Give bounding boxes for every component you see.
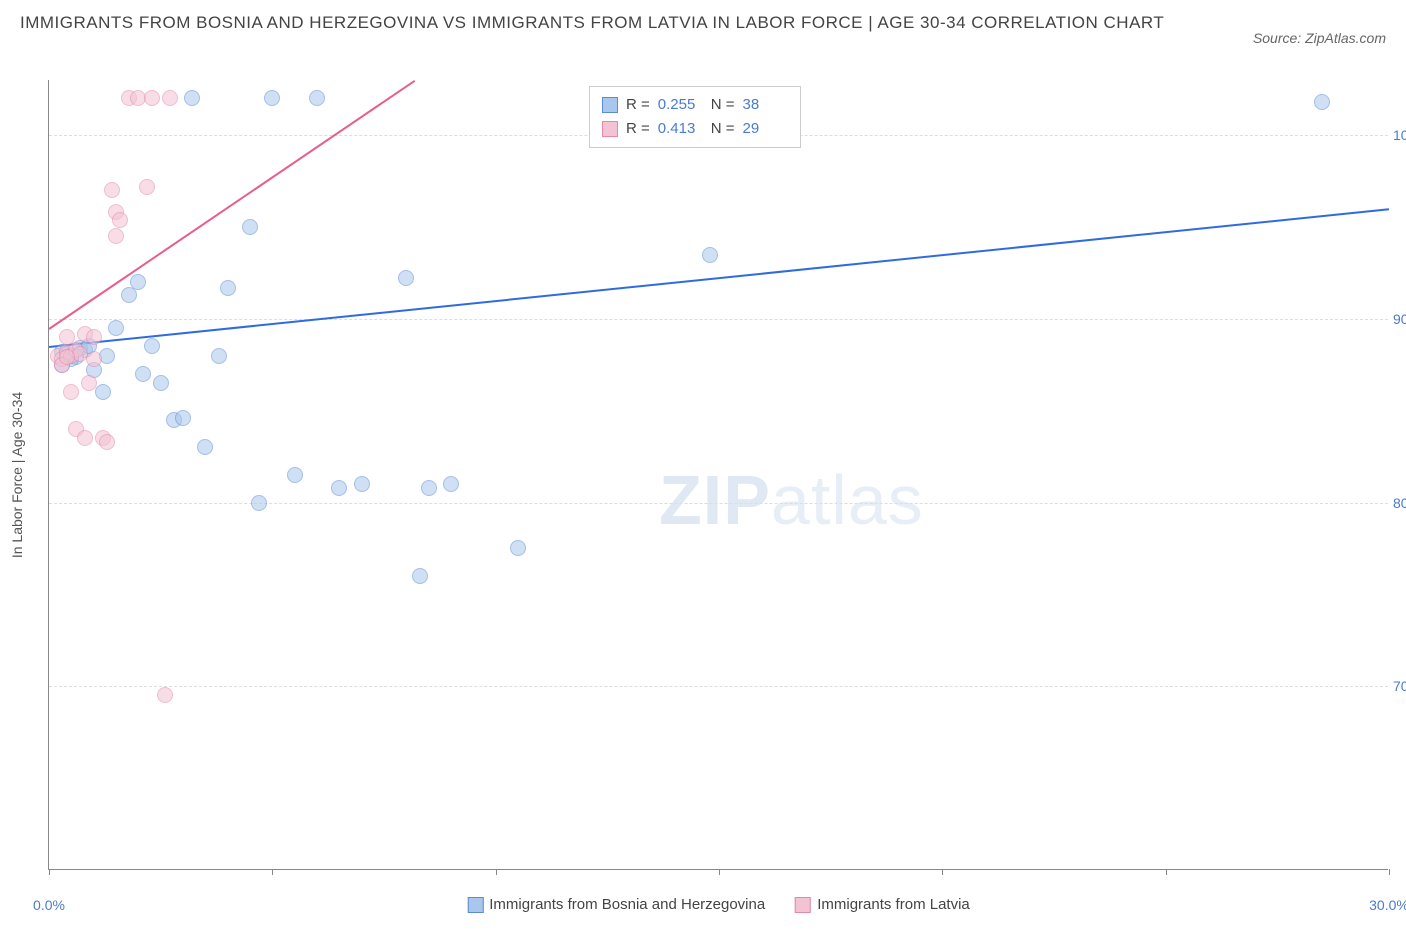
data-point [104,182,120,198]
x-tick [49,869,50,875]
data-point [242,219,258,235]
data-point [59,349,75,365]
data-point [153,375,169,391]
data-point [162,90,178,106]
stats-swatch [602,97,618,113]
stat-r-value: 0.413 [658,117,703,141]
data-point [108,228,124,244]
data-point [443,476,459,492]
x-tick-label: 30.0% [1369,897,1406,913]
source-attribution: Source: ZipAtlas.com [1253,30,1386,46]
data-point [510,540,526,556]
legend-swatch-1 [467,897,483,913]
stats-row: R = 0.413 N = 29 [602,117,788,141]
legend-label-1: Immigrants from Bosnia and Herzegovina [489,896,765,913]
watermark-light: atlas [771,461,924,539]
data-point [81,375,97,391]
x-tick [1166,869,1167,875]
data-point [398,270,414,286]
y-tick-label: 70.0% [1393,678,1406,694]
stat-r-label: R = [626,117,650,141]
data-point [77,430,93,446]
stat-n-label: N = [711,93,735,117]
data-point [197,439,213,455]
data-point [211,348,227,364]
stat-n-label: N = [711,117,735,141]
stat-n-value: 29 [743,117,788,141]
stat-r-value: 0.255 [658,93,703,117]
data-point [1314,94,1330,110]
stat-n-value: 38 [743,93,788,117]
legend-swatch-2 [795,897,811,913]
header-row: IMMIGRANTS FROM BOSNIA AND HERZEGOVINA V… [0,0,1406,46]
data-point [144,90,160,106]
data-point [251,495,267,511]
y-tick-label: 90.0% [1393,311,1406,327]
x-tick [942,869,943,875]
data-point [95,384,111,400]
gridline [49,686,1388,687]
data-point [130,274,146,290]
data-point [59,329,75,345]
data-point [144,338,160,354]
data-point [702,247,718,263]
data-point [412,568,428,584]
stat-r-label: R = [626,93,650,117]
data-point [63,384,79,400]
data-point [264,90,280,106]
stats-swatch [602,121,618,137]
data-point [184,90,200,106]
data-point [86,329,102,345]
data-point [175,410,191,426]
y-tick-label: 80.0% [1393,495,1406,511]
data-point [157,687,173,703]
data-point [331,480,347,496]
legend-item-series1: Immigrants from Bosnia and Herzegovina [467,896,765,913]
data-point [86,351,102,367]
data-point [287,467,303,483]
y-axis-title: In Labor Force | Age 30-34 [9,391,25,557]
legend-item-series2: Immigrants from Latvia [795,896,970,913]
x-tick [719,869,720,875]
y-tick-label: 100.0% [1393,127,1406,143]
data-point [108,320,124,336]
watermark: ZIPatlas [659,460,924,540]
x-tick [496,869,497,875]
data-point [99,348,115,364]
gridline [49,503,1388,504]
data-point [112,212,128,228]
scatter-plot: In Labor Force | Age 30-34 ZIPatlas Immi… [48,80,1388,870]
gridline [49,319,1388,320]
stats-row: R = 0.255 N = 38 [602,93,788,117]
data-point [135,366,151,382]
x-tick [1389,869,1390,875]
data-point [99,434,115,450]
watermark-bold: ZIP [659,461,771,539]
stats-box: R = 0.255 N = 38 R = 0.413 N = 29 [589,86,801,148]
data-point [354,476,370,492]
data-point [220,280,236,296]
x-tick [272,869,273,875]
data-point [309,90,325,106]
x-tick-label: 0.0% [33,897,65,913]
data-point [139,179,155,195]
data-point [421,480,437,496]
legend: Immigrants from Bosnia and Herzegovina I… [467,896,970,913]
chart-title: IMMIGRANTS FROM BOSNIA AND HERZEGOVINA V… [20,10,1164,36]
legend-label-2: Immigrants from Latvia [817,896,970,913]
